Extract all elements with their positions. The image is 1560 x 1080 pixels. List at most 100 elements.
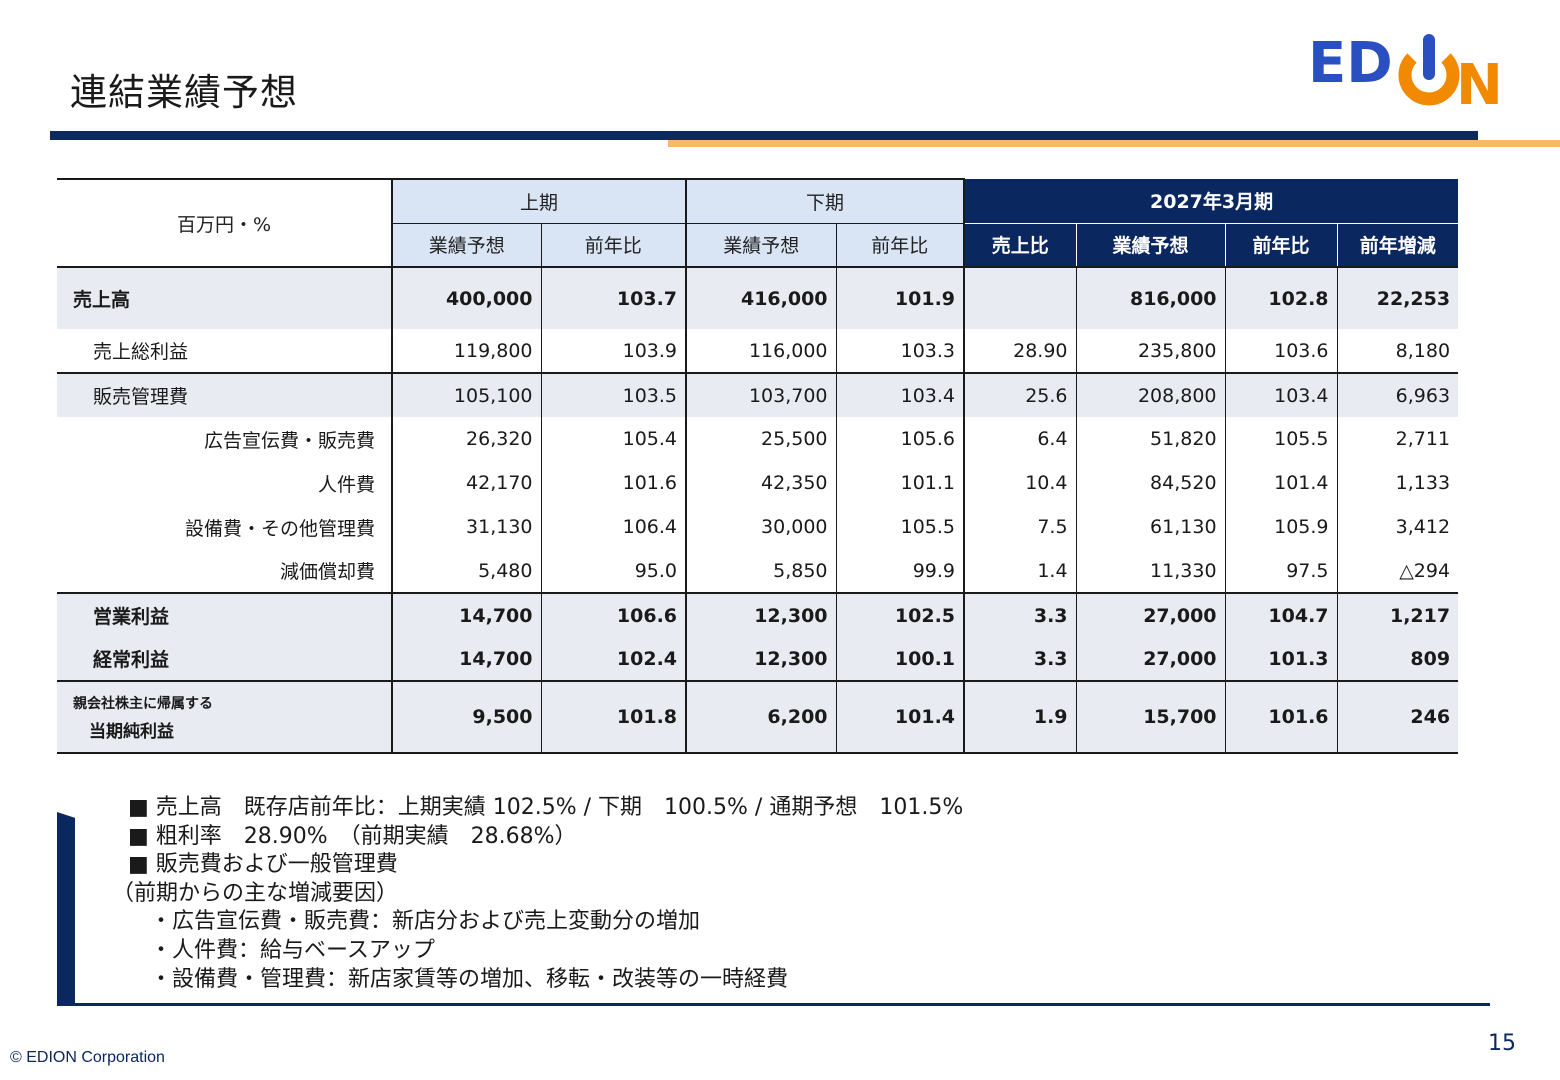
cell-h1: 400,000 <box>391 266 541 329</box>
page-title: 連結業績予想 <box>70 71 298 114</box>
edion-logo: ED N <box>1308 31 1503 110</box>
cell-fy-yoy: 101.3 <box>1224 637 1338 681</box>
cell-fy: 27,000 <box>1075 637 1226 681</box>
cell-h2: 103,700 <box>685 372 837 417</box>
cell-ratio: 3.3 <box>963 637 1077 681</box>
copyright: © EDION Corporation <box>10 1049 165 1066</box>
sub-fy-forecast: 業績予想 <box>1075 222 1226 267</box>
cell-fy-yoy: 105.9 <box>1224 505 1338 549</box>
cell-h1-yoy: 95.0 <box>540 549 687 593</box>
table-row: 親会社株主に帰属する 当期純利益 9,500 101.8 6,200 101.4… <box>57 680 1459 754</box>
cell-h1: 14,700 <box>391 637 541 681</box>
row-label: 人件費 <box>317 473 375 496</box>
cell-fy-yoy: 101.4 <box>1224 461 1338 505</box>
cell-h1-yoy: 103.9 <box>540 329 687 373</box>
note-line: ・広告宣伝費・販売費：新店分および売上変動分の増加 <box>128 909 701 935</box>
logo-text-left: ED <box>1308 31 1393 96</box>
cell-ratio: 7.5 <box>963 505 1077 549</box>
cell-h1: 26,320 <box>391 417 541 461</box>
table-row: 売上高 400,000 103.7 416,000 101.9 816,000 … <box>57 266 1459 329</box>
table-row: 設備費・その他管理費 31,130 106.4 30,000 105.5 7.5… <box>57 505 1459 549</box>
cell-h2: 42,350 <box>685 461 837 505</box>
cell-h1-yoy: 101.8 <box>540 680 687 754</box>
cell-fy: 27,000 <box>1075 592 1226 637</box>
cell-h2: 116,000 <box>685 329 837 373</box>
cell-fy: 15,700 <box>1075 680 1226 754</box>
row-label: 営業利益 <box>57 592 392 637</box>
cell-ratio: 10.4 <box>963 461 1077 505</box>
logo-text-right: N <box>1456 53 1503 110</box>
cell-diff: 3,412 <box>1336 505 1459 549</box>
header-rule-navy <box>50 131 1478 140</box>
cell-fy: 11,330 <box>1075 549 1226 593</box>
cell-h2-yoy: 101.9 <box>835 266 965 329</box>
table-row: 人件費 42,170 101.6 42,350 101.1 10.4 84,52… <box>57 461 1459 505</box>
cell-ratio <box>963 266 1077 329</box>
cell-ratio: 25.6 <box>963 372 1077 417</box>
power-icon <box>1398 53 1460 106</box>
note-line: ・人件費：給与ベースアップ <box>128 937 435 963</box>
cell-h2-yoy: 99.9 <box>835 549 965 593</box>
table-row: 減価償却費 5,480 95.0 5,850 99.9 1.4 11,330 9… <box>57 549 1459 593</box>
cell-h2: 6,200 <box>685 680 837 754</box>
sub-h2-yoy: 前年比 <box>835 222 965 267</box>
cell-diff: 8,180 <box>1336 329 1459 373</box>
cell-h2-yoy: 103.4 <box>835 372 965 417</box>
cell-fy: 208,800 <box>1075 372 1226 417</box>
forecast-table: 百万円・% 上期 下期 2027年3月期 業績予想 前年比 業績予想 前年比 売… <box>57 178 1459 754</box>
row-label: 設備費・その他管理費 <box>184 517 375 540</box>
group-h2: 下期 <box>685 178 965 223</box>
cell-h1-yoy: 103.7 <box>540 266 687 329</box>
note-line: ■ 売上高 既存店前年比：上期実績 102.5% / 下期 100.5% / 通… <box>128 795 964 820</box>
cell-diff: 2,711 <box>1336 417 1459 461</box>
cell-h2: 12,300 <box>685 592 837 637</box>
row-label: 販売管理費 <box>57 372 392 417</box>
table-header-row: 百万円・% 上期 下期 2027年3月期 <box>57 178 1459 267</box>
cell-diff: 22,253 <box>1336 266 1459 329</box>
cell-h2-yoy: 105.6 <box>835 417 965 461</box>
cell-h1-yoy: 103.5 <box>540 372 687 417</box>
cell-diff: 246 <box>1336 680 1459 754</box>
row-label: 売上総利益 <box>93 341 189 363</box>
sub-fy-yoy: 前年比 <box>1224 222 1338 267</box>
cell-h1: 5,480 <box>391 549 541 593</box>
cell-fy: 816,000 <box>1075 266 1226 329</box>
group-fy: 2027年3月期 <box>963 179 1459 223</box>
cell-fy-yoy: 103.4 <box>1224 372 1338 417</box>
cell-diff: △294 <box>1336 549 1459 593</box>
cell-h1: 9,500 <box>391 680 541 754</box>
cell-fy: 84,520 <box>1075 461 1226 505</box>
cell-ratio: 1.4 <box>963 549 1077 593</box>
row-label-line2: 当期純利益 <box>89 721 174 742</box>
row-label: 経常利益 <box>57 637 392 681</box>
sub-fy-ratio: 売上比 <box>963 222 1077 267</box>
cell-fy-yoy: 103.6 <box>1224 329 1338 373</box>
cell-h1: 119,800 <box>391 329 541 373</box>
cell-h1-yoy: 102.4 <box>540 637 687 681</box>
cell-h2-yoy: 102.5 <box>835 592 965 637</box>
row-label: 売上高 <box>57 266 392 329</box>
sub-fy-diff: 前年増減 <box>1336 222 1459 267</box>
cell-fy: 61,130 <box>1075 505 1226 549</box>
row-label-line1: 親会社株主に帰属する <box>73 695 213 712</box>
sub-h1-yoy: 前年比 <box>540 222 687 267</box>
header-rule-orange <box>668 140 1560 147</box>
cell-ratio: 28.90 <box>963 329 1077 373</box>
cell-fy-yoy: 102.8 <box>1224 266 1338 329</box>
cell-h2-yoy: 101.1 <box>835 461 965 505</box>
notes-bottom-line <box>57 1003 1490 1006</box>
cell-h2-yoy: 100.1 <box>835 637 965 681</box>
note-line: ■ 販売費および一般管理費 <box>128 852 398 878</box>
row-label: 親会社株主に帰属する 当期純利益 <box>57 680 392 754</box>
table-row: 営業利益 14,700 106.6 12,300 102.5 3.3 27,00… <box>57 592 1459 637</box>
notes-bracket <box>57 812 75 1006</box>
cell-fy-yoy: 97.5 <box>1224 549 1338 593</box>
note-line: （前期からの主な増減要因） <box>112 880 399 906</box>
cell-ratio: 3.3 <box>963 592 1077 637</box>
row-label: 広告宣伝費・販売費 <box>203 429 375 452</box>
table-row: 経常利益 14,700 102.4 12,300 100.1 3.3 27,00… <box>57 637 1459 681</box>
cell-h2-yoy: 101.4 <box>835 680 965 754</box>
cell-ratio: 6.4 <box>963 417 1077 461</box>
notes-block: ■ 売上高 既存店前年比：上期実績 102.5% / 下期 100.5% / 通… <box>112 794 964 994</box>
cell-fy-yoy: 101.6 <box>1224 680 1338 754</box>
